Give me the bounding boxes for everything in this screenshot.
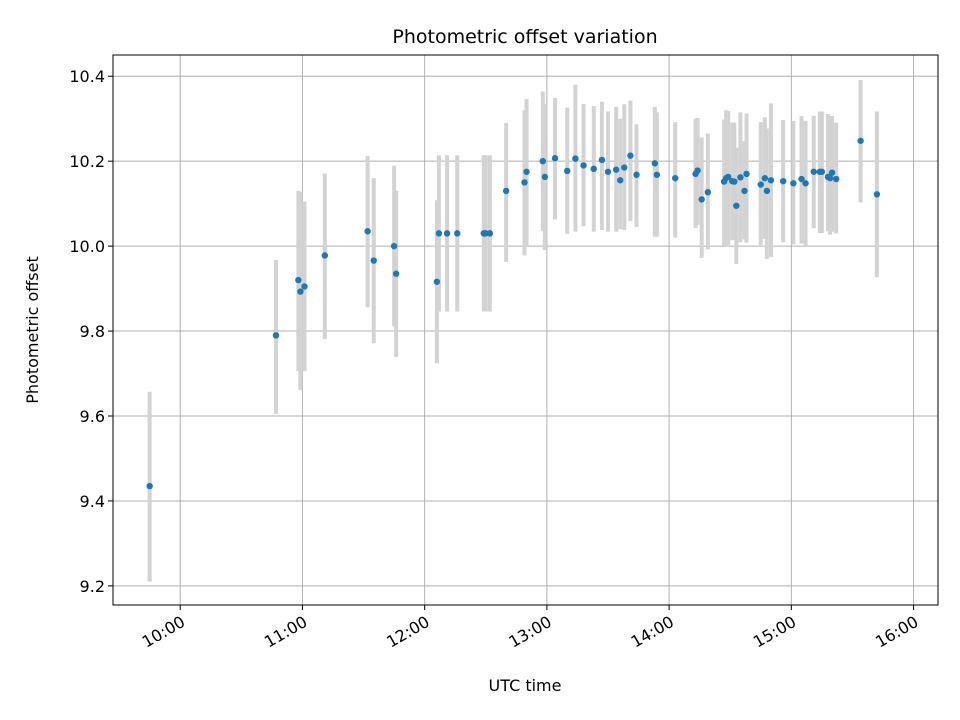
data-point [590,165,597,173]
data-point [321,252,329,259]
data-point [828,169,836,176]
data-point [604,168,612,175]
y-tick-label: 9.4 [80,492,105,511]
data-point [502,187,510,195]
data-point [617,177,624,184]
data-point [551,155,559,162]
data-point [297,288,304,295]
data-point [454,230,461,237]
data-point [627,152,634,159]
data-point [295,276,302,284]
data-point [572,155,579,162]
data-point [767,177,775,184]
y-axis-label: Photometric offset [23,256,42,404]
data-point [832,175,840,183]
data-point [757,181,764,188]
data-point [653,171,661,178]
x-axis-label: UTC time [489,676,562,695]
data-point [724,173,732,181]
data-point [857,137,864,144]
y-tick-label: 9.2 [80,577,105,596]
data-point [486,230,494,237]
data-point [802,180,809,187]
data-point [539,157,547,165]
data-point [523,168,530,175]
y-axis-ticks: 9.2 9.4 9.6 9.8 10.0 10.2 10.4 [69,67,113,596]
data-point [743,170,750,178]
data-point [694,167,701,174]
y-tick-label: 10.2 [69,152,105,171]
data-point [272,332,280,339]
data-point [698,196,705,203]
y-tick-label: 10.4 [69,67,105,86]
data-point [733,202,740,209]
y-tick-label: 9.6 [80,407,105,426]
y-tick-label: 9.8 [80,322,105,341]
y-tick-label: 10.0 [69,237,105,256]
data-point [672,174,679,182]
data-point [763,187,771,195]
data-point [435,230,443,237]
data-point [818,168,826,175]
data-point [810,168,817,175]
data-point [392,270,400,277]
data-point [737,174,744,181]
data-points [146,137,881,490]
data-point [390,242,398,250]
data-point [598,156,606,164]
data-point [370,257,377,264]
data-point [761,174,769,182]
data-point [541,173,549,181]
data-point [798,175,805,183]
data-point [301,283,308,290]
data-point [564,167,571,175]
data-point [612,166,620,173]
data-point [443,230,451,237]
data-point [741,187,748,195]
data-point [580,162,587,169]
data-point [873,191,881,198]
data-point [651,160,659,167]
data-point [731,178,738,185]
data-point [146,482,153,490]
data-point [826,174,834,182]
chart-title: Photometric offset variation [392,26,657,48]
data-point [364,228,371,235]
data-point [790,180,797,187]
data-point [779,177,787,185]
plot-area-frame [112,54,939,606]
data-point [521,179,528,186]
data-point [433,278,441,285]
data-point [621,164,628,171]
data-point [633,171,640,178]
data-point [704,188,712,196]
